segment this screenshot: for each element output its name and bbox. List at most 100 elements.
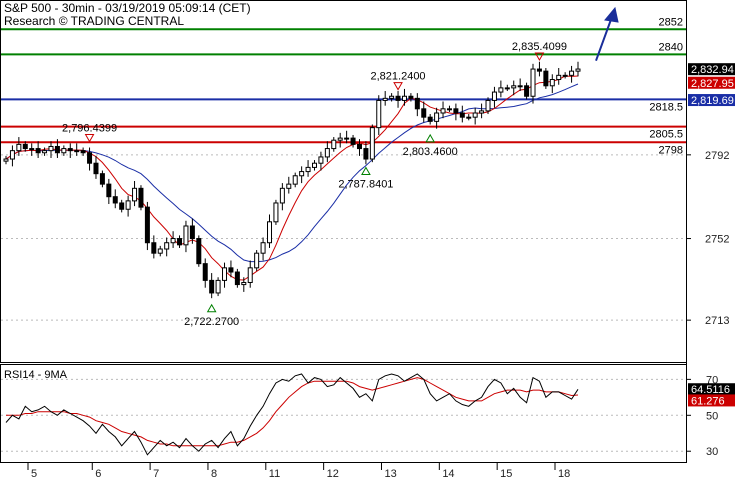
candle-body [125,200,131,210]
x-tick-label: 12 [327,468,339,480]
candle-body [369,127,375,160]
high-label: 2,835.4099 [512,41,567,53]
rsi-panel-frame [0,364,687,463]
candle-body [151,242,157,254]
candle-body [279,187,285,204]
candle-body [408,95,414,99]
candlesticks [3,61,581,299]
rsi-tick-label: 30 [706,446,718,458]
candle-body [260,242,266,254]
candle-body [311,162,317,168]
last-price-badge-bg [688,63,735,76]
candle-body [382,97,388,101]
x-tick-label: 14 [442,468,454,480]
candle-body [331,139,337,150]
candle-body [222,267,228,281]
candle-body [241,281,247,286]
candle-body [459,112,465,118]
candle-body [22,143,28,150]
ma-slow-badge-bg [688,94,735,107]
candle-body [106,183,112,198]
x-tick-label: 11 [269,468,280,480]
candle-body [93,162,99,175]
low-label: 2,787.8401 [338,179,393,191]
candle-body [35,148,41,154]
price-panel-frame [0,0,687,363]
candle-body [119,202,125,210]
annotations: 2,796.4399 2,722.2700 2,821.2400 2,787.8401… [62,41,567,328]
low-marker [361,166,371,176]
high-marker [534,52,545,62]
candle-body [3,158,9,162]
x-tick-label: 15 [500,468,512,480]
candle-body [9,150,15,160]
rsi-lines [5,373,579,456]
candle-body [80,150,86,154]
last-price-badge: 2,832.94 [691,64,734,76]
rsi-ma-line [6,377,579,447]
candle-body [536,68,542,72]
level-label: 2805.5 [649,129,683,141]
candle-body [434,112,440,122]
candle-body [466,116,472,119]
candle-body [337,137,343,141]
candle-body [453,108,459,114]
candle-body [273,202,279,223]
candle-body [446,108,452,111]
candle-body [350,137,356,145]
x-tick-label: 13 [384,468,396,480]
ma-fast-badge-bg [688,76,735,89]
candle-body [498,87,504,93]
candle-body [305,166,311,173]
candle-body [324,148,330,158]
candle-body [234,271,240,286]
candle-body [164,242,170,250]
candle-body [138,187,144,208]
candle-body [414,97,420,110]
candle-body [42,150,48,154]
high-label: 2,821.2400 [371,71,426,83]
candle-body [344,137,350,140]
candle-body [549,79,555,87]
rsi-last-badge: 64.5116 [691,384,730,396]
candle-body [132,187,138,202]
candle-body [87,152,93,164]
low-label: 2,722.2700 [184,316,239,328]
candle-body [504,87,510,90]
candle-body [427,116,433,122]
candle-body [196,238,202,265]
level-label: 2818.5 [649,101,683,113]
candle-body [157,248,163,254]
candle-body [569,70,575,76]
candle-body [376,99,382,129]
price-tick-label: 2752 [705,234,729,246]
candle-body [511,85,517,89]
high-label: 2,796.4399 [62,123,117,135]
price-tick-label: 2713 [705,315,729,327]
candle-body [389,95,395,99]
candle-body [254,252,260,269]
x-tick-label: 5 [31,468,37,480]
candle-body [530,68,536,97]
candle-body [299,171,305,177]
candle-body [61,148,67,154]
rsi-line [5,373,579,456]
level-lines: 2852 2840 2818.5 2805.5 2798 [1,16,686,156]
candle-body [170,238,176,244]
high-marker [393,82,403,91]
candle-body [16,143,22,152]
candle-body [517,85,523,88]
candle-body [228,267,234,273]
candle-body [144,206,150,244]
candle-body [401,95,407,101]
chart-title: S&P 500 - 30min - 03/19/2019 05:09:14 (C… [4,1,251,15]
ma-fast-badge: 2,827.95 [691,78,734,90]
ma-slow-badge: 2,819.69 [691,95,734,107]
x-tick-label: 6 [95,468,101,480]
candle-body [524,85,530,97]
candle-body [491,91,497,101]
candle-body [183,225,189,246]
